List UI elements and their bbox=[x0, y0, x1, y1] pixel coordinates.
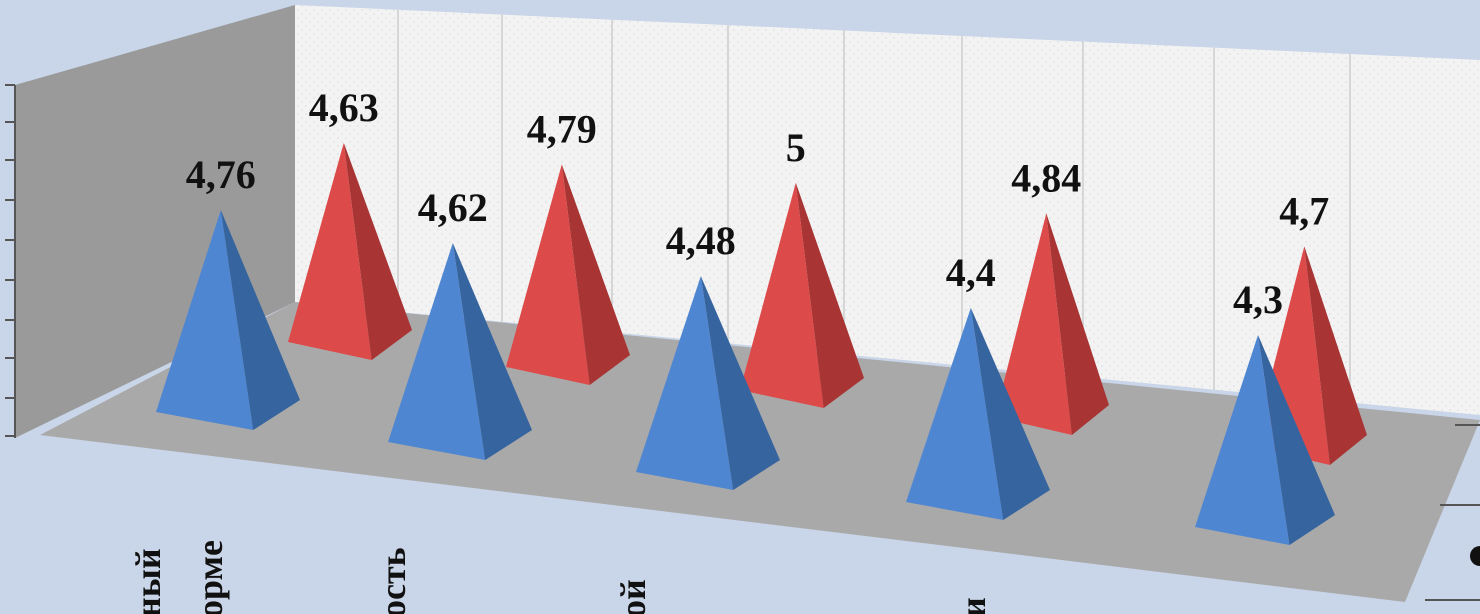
data-label: 4,84 bbox=[1011, 155, 1081, 200]
category-label: ой bbox=[613, 579, 653, 614]
data-label: 4,76 bbox=[186, 152, 256, 197]
gridlines bbox=[397, 9, 1351, 403]
pyramid-side-face bbox=[700, 276, 780, 490]
pyramid-front-face bbox=[388, 243, 486, 460]
data-label: 4,48 bbox=[666, 218, 736, 263]
pyramid-front-face bbox=[906, 307, 1004, 520]
pyramid-side-face bbox=[220, 210, 300, 430]
pyramid-front-face bbox=[636, 276, 734, 490]
category-label: ный bbox=[128, 548, 168, 614]
pyramid-side-face bbox=[1046, 213, 1109, 435]
pyramid-side-face bbox=[1304, 246, 1367, 465]
pyramid-side-face bbox=[561, 164, 630, 385]
category-label: и bbox=[953, 597, 993, 614]
pyramid-front bbox=[1195, 335, 1335, 545]
series-front: 4,76 4,62 4,48 4,4 4,3 bbox=[156, 152, 1335, 545]
pyramid-front-face bbox=[995, 213, 1072, 435]
data-label: 4,63 bbox=[309, 85, 379, 130]
data-label: 4,4 bbox=[946, 250, 996, 295]
pyramid-front bbox=[636, 276, 780, 490]
pyramid-front bbox=[156, 210, 300, 430]
data-label: 4,79 bbox=[527, 106, 597, 151]
pyramid-side-face bbox=[452, 243, 532, 460]
category-labels: ный орме ость ой и bbox=[128, 540, 993, 614]
pyramid-back bbox=[288, 142, 412, 360]
pyramid-side-face bbox=[970, 307, 1050, 520]
series-back: 4,63 4,79 5 4,84 4,7 bbox=[288, 85, 1367, 465]
data-label: 4,3 bbox=[1233, 277, 1283, 322]
category-label: орме bbox=[190, 540, 230, 614]
pyramid-front bbox=[906, 307, 1050, 520]
edge-mark bbox=[1470, 546, 1480, 566]
pyramid-side-face bbox=[795, 182, 864, 408]
data-label: 5 bbox=[786, 125, 806, 170]
pyramid-front-face bbox=[506, 164, 590, 385]
pyramid-back bbox=[995, 213, 1109, 435]
axis-ticks bbox=[5, 84, 1480, 601]
data-label: 4,62 bbox=[418, 185, 488, 230]
data-label: 4,7 bbox=[1279, 188, 1329, 233]
pyramid-front bbox=[388, 243, 532, 460]
pyramid-front-face bbox=[740, 182, 824, 408]
pyramid-front-face bbox=[288, 142, 372, 360]
pyramid-front-face bbox=[156, 210, 254, 430]
pyramid-back bbox=[506, 164, 630, 385]
pyramid-back bbox=[740, 182, 864, 408]
pyramid-side-face bbox=[1258, 335, 1335, 545]
category-label: ость bbox=[373, 547, 413, 614]
pyramid-side-face bbox=[343, 142, 412, 360]
